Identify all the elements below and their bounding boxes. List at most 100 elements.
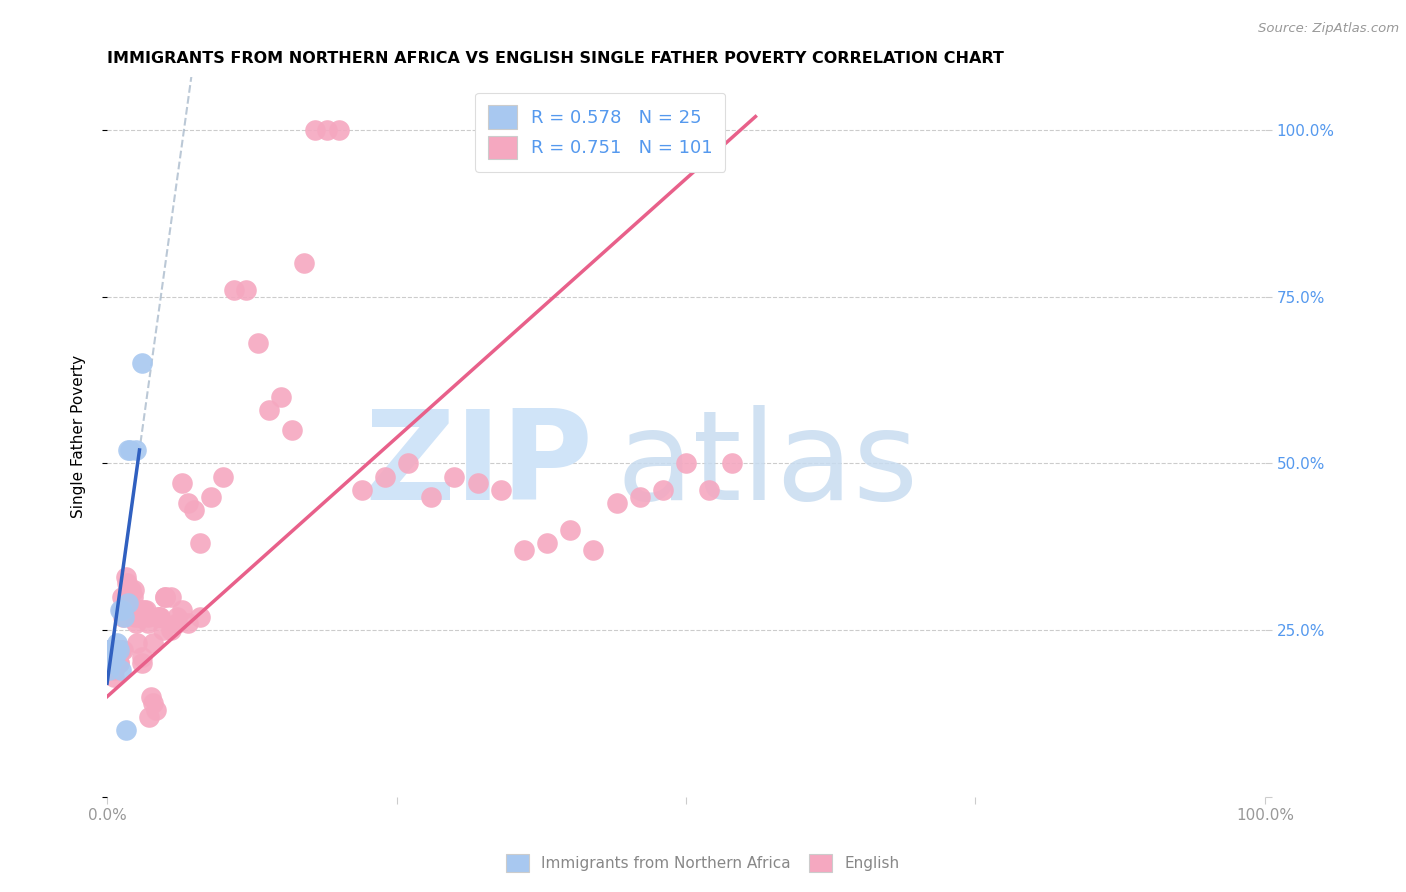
Point [177, 616, 200, 631]
Point [100, 657, 122, 671]
Point [125, 616, 148, 631]
Point [98, 663, 121, 677]
Point [350, 483, 373, 497]
Point [114, 609, 136, 624]
Point [98, 643, 121, 657]
Point [292, 256, 315, 270]
Point [513, 543, 536, 558]
Point [149, 609, 172, 624]
Text: atlas: atlas [617, 405, 918, 526]
Point [114, 723, 136, 737]
Point [105, 643, 128, 657]
Point [536, 536, 558, 550]
Point [628, 490, 651, 504]
Point [112, 643, 135, 657]
Point [135, 603, 157, 617]
Point [129, 603, 152, 617]
Point [105, 643, 128, 657]
Point [108, 603, 131, 617]
Point [115, 576, 138, 591]
Point [281, 423, 304, 437]
Point [103, 643, 125, 657]
Point [120, 596, 142, 610]
Y-axis label: Single Father Poverty: Single Father Poverty [72, 355, 86, 518]
Point [120, 603, 142, 617]
Point [103, 670, 125, 684]
Point [121, 590, 143, 604]
Point [136, 616, 159, 631]
Point [257, 403, 280, 417]
Point [467, 476, 489, 491]
Point [101, 649, 124, 664]
Point [117, 590, 139, 604]
Point [100, 657, 122, 671]
Point [97, 643, 120, 657]
Point [108, 643, 131, 657]
Point [396, 456, 419, 470]
Point [125, 603, 148, 617]
Point [142, 696, 165, 710]
Point [100, 649, 122, 664]
Point [235, 283, 257, 297]
Point [146, 609, 169, 624]
Point [560, 523, 582, 537]
Point [177, 496, 200, 510]
Point [183, 503, 205, 517]
Point [100, 649, 122, 664]
Point [114, 596, 136, 610]
Point [304, 123, 326, 137]
Point [328, 123, 350, 137]
Point [114, 569, 136, 583]
Point [188, 609, 211, 624]
Point [138, 709, 160, 723]
Point [200, 490, 222, 504]
Point [159, 623, 181, 637]
Point [100, 657, 122, 671]
Point [110, 643, 132, 657]
Point [97, 643, 120, 657]
Point [131, 356, 153, 370]
Point [98, 643, 121, 657]
Point [107, 636, 129, 650]
Point [270, 390, 292, 404]
Point [111, 603, 134, 617]
Point [136, 609, 159, 624]
Point [122, 582, 145, 597]
Point [100, 643, 122, 657]
Point [117, 442, 139, 457]
Point [145, 703, 167, 717]
Point [131, 649, 153, 664]
Point [153, 590, 176, 604]
Point [107, 643, 129, 657]
Point [98, 643, 121, 657]
Point [97, 643, 120, 657]
Point [125, 442, 148, 457]
Legend: R = 0.578   N = 25, R = 0.751   N = 101: R = 0.578 N = 25, R = 0.751 N = 101 [475, 93, 725, 171]
Point [112, 609, 135, 624]
Point [246, 336, 269, 351]
Point [105, 643, 128, 657]
Point [316, 123, 339, 137]
Point [166, 616, 188, 631]
Point [101, 643, 124, 657]
Point [127, 636, 149, 650]
Legend: Immigrants from Northern Africa, English: Immigrants from Northern Africa, English [499, 846, 907, 880]
Text: Source: ZipAtlas.com: Source: ZipAtlas.com [1258, 22, 1399, 36]
Point [100, 643, 122, 657]
Point [188, 536, 211, 550]
Point [443, 469, 465, 483]
Point [148, 609, 170, 624]
Point [142, 636, 165, 650]
Point [127, 603, 149, 617]
Point [139, 690, 162, 704]
Point [212, 469, 235, 483]
Point [101, 649, 124, 664]
Point [582, 543, 605, 558]
Point [117, 590, 139, 604]
Point [107, 649, 129, 664]
Point [100, 643, 122, 657]
Point [117, 596, 139, 610]
Point [104, 649, 127, 664]
Point [224, 283, 246, 297]
Point [606, 496, 628, 510]
